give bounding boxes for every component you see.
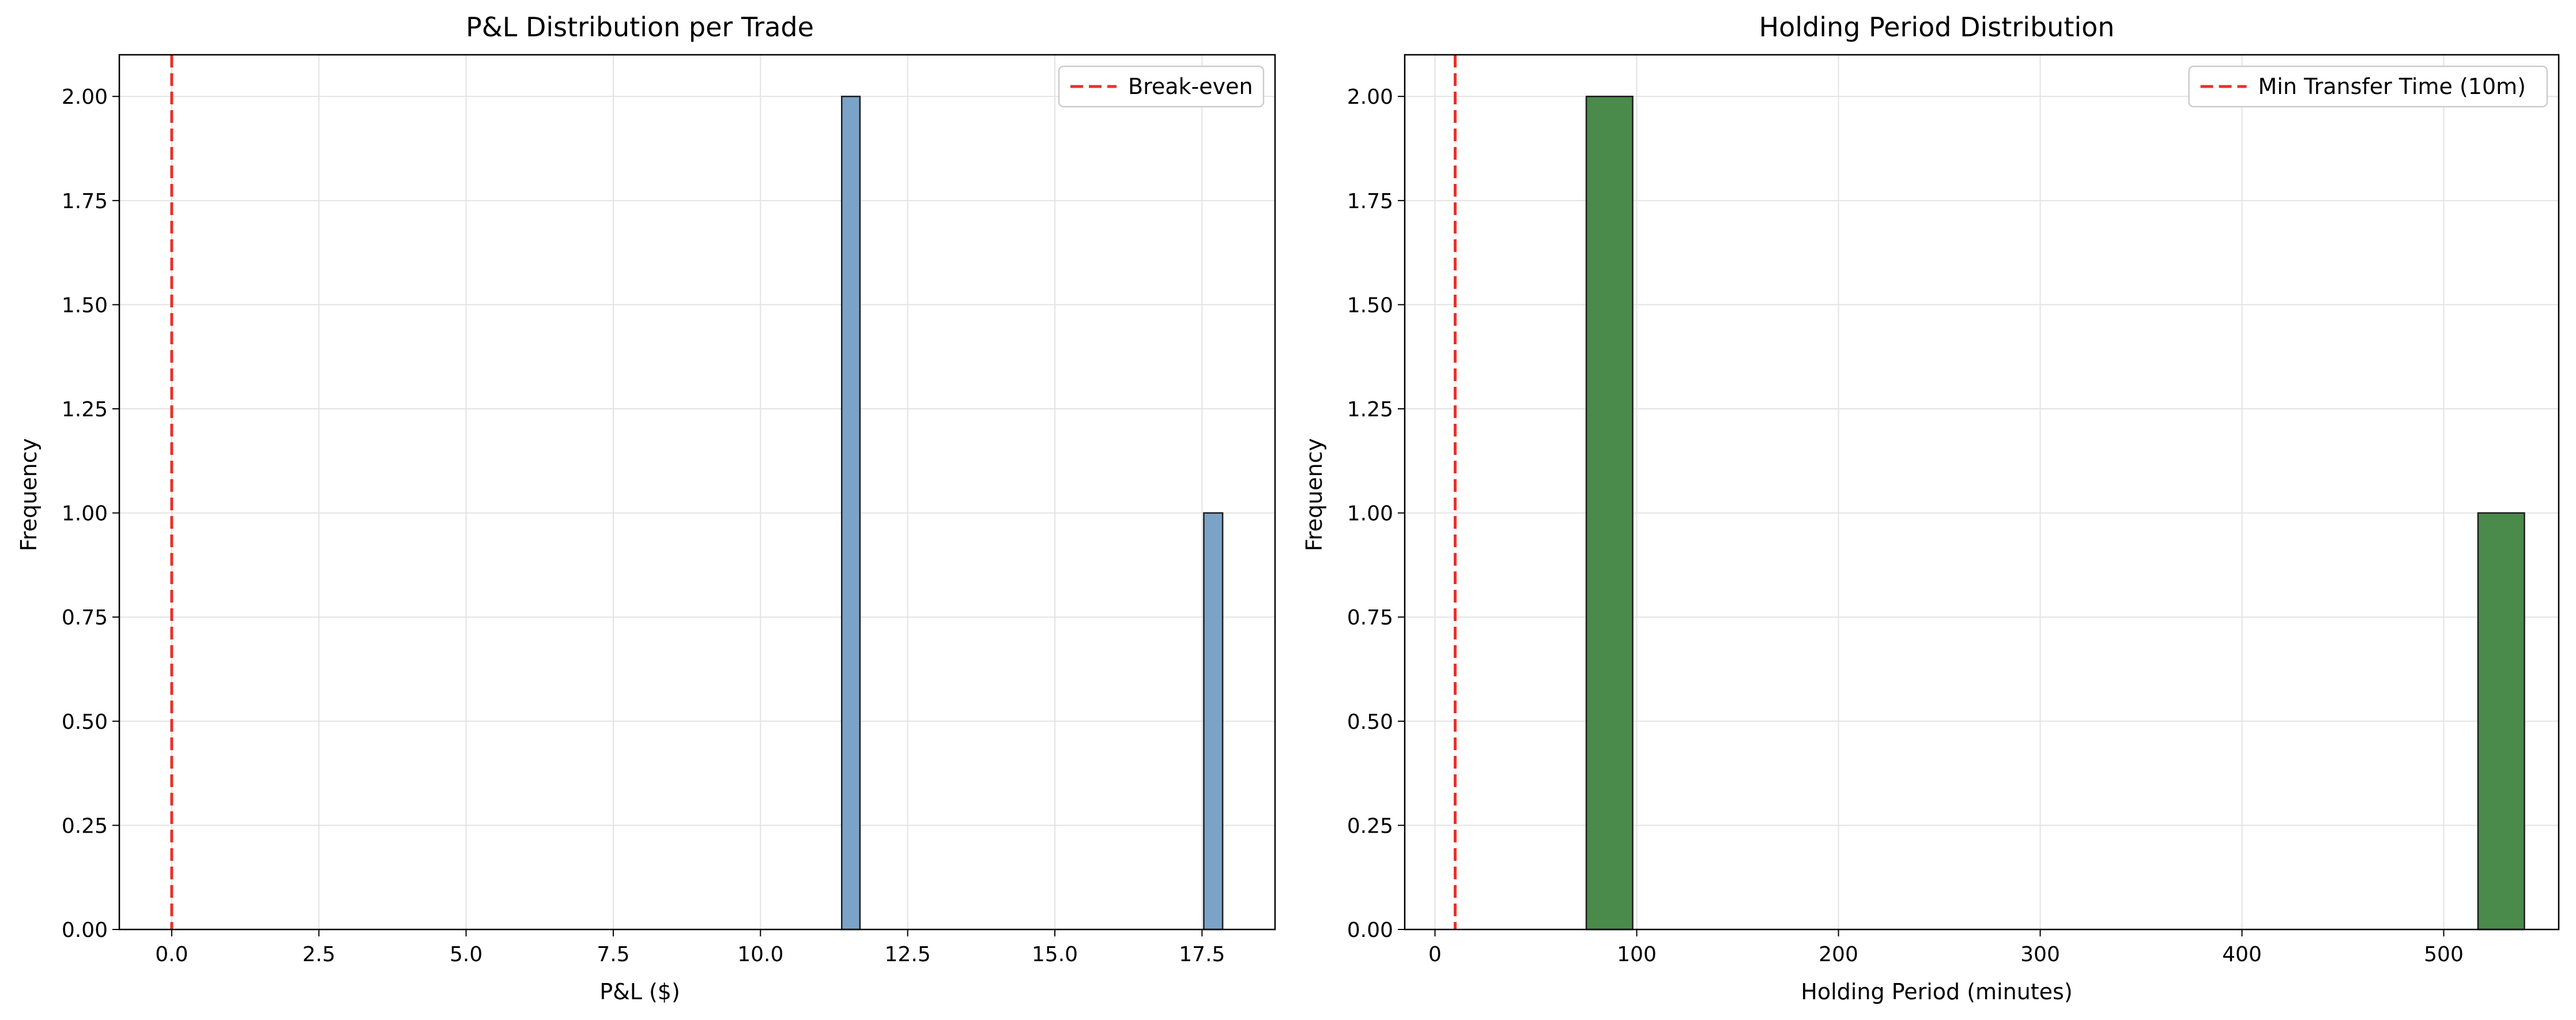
x-tick-label: 12.5 [885,943,931,966]
x-tick-label: 200 [1819,943,1858,966]
x-tick-label: 10.0 [737,943,783,966]
x-tick-label: 0 [1428,943,1442,966]
x-tick-label: 5.0 [450,943,482,966]
x-tick-label: 17.5 [1179,943,1225,966]
legend-box [1058,65,1265,108]
legend: Break-even [1058,65,1265,108]
y-tick-label: 2.00 [1347,85,1393,109]
holding-period-chart-panel: Holding Period Distribution Holding Peri… [1302,12,2560,1004]
legend-box [2188,65,2548,108]
y-tick-label: 0.25 [62,814,108,838]
y-tick-label: 1.00 [62,502,108,526]
legend: Min Transfer Time (10m) [2188,65,2548,108]
x-tick-label: 100 [1617,943,1657,966]
y-tick-label: 1.25 [62,398,108,421]
y-tick-label: 0.00 [1347,919,1393,942]
y-tick-label: 0.50 [1347,710,1393,734]
x-tick-label: 500 [2424,943,2464,966]
chart-title: P&L Distribution per Trade [466,12,814,43]
legend-label: Min Transfer Time (10m) [2258,74,2526,99]
y-axis-label: Frequency [1302,438,1327,551]
x-axis-label: Holding Period (minutes) [1801,979,2072,1004]
y-tick-label: 0.50 [62,710,108,734]
y-tick-label: 1.00 [1347,502,1393,526]
y-tick-label: 1.75 [62,190,108,213]
x-tick-label: 15.0 [1032,943,1078,966]
x-tick-label: 2.5 [303,943,335,966]
y-tick-label: 1.75 [1347,190,1393,213]
plot-frame [1404,54,2560,931]
y-tick-label: 1.50 [62,293,108,317]
x-axis-label: P&L ($) [599,979,680,1004]
legend-label: Break-even [1128,74,1253,99]
histogram-bar [1203,512,1224,931]
y-tick-label: 1.25 [1347,398,1393,421]
y-tick-label: 0.75 [62,606,108,630]
chart-title: Holding Period Distribution [1759,12,2115,43]
x-tick-label: 300 [2020,943,2060,966]
y-axis-label: Frequency [16,438,42,551]
y-tick-label: 1.50 [1347,293,1393,317]
x-tick-label: 7.5 [597,943,629,966]
x-tick-label: 0.0 [155,943,188,966]
histogram-bar [2477,512,2525,931]
y-tick-label: 2.00 [62,85,108,109]
y-tick-label: 0.00 [62,919,108,942]
plot-frame [118,54,1276,931]
x-tick-label: 400 [2222,943,2262,966]
histogram-bar [841,95,861,931]
y-tick-label: 0.75 [1347,606,1393,630]
y-tick-label: 0.25 [1347,814,1393,838]
pnl-chart-panel: P&L Distribution per Trade P&L ($) Frequ… [16,12,1276,1004]
histogram-bar [1585,95,1634,931]
